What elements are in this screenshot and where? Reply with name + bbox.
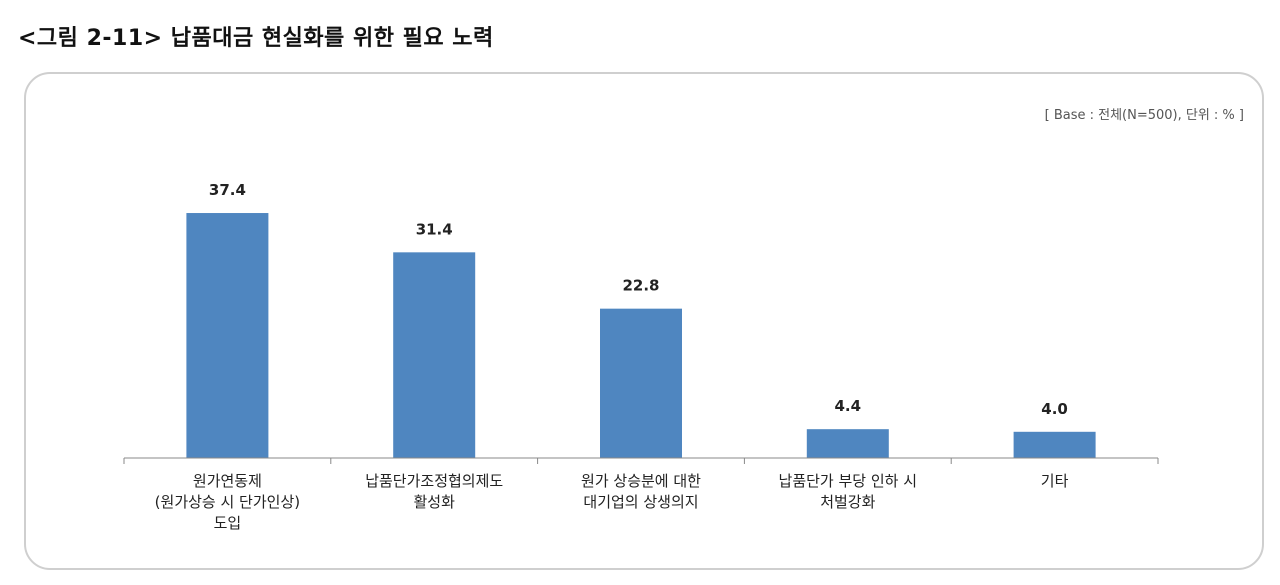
data-label: 4.0 xyxy=(1041,400,1068,418)
bar xyxy=(600,308,682,458)
data-label: 37.4 xyxy=(209,181,246,199)
data-label: 31.4 xyxy=(416,220,453,238)
data-label: 22.8 xyxy=(622,277,659,295)
data-label: 4.4 xyxy=(835,397,862,415)
category-label: 납품단가조정협의제도 xyxy=(365,472,503,490)
category-label: 대기업의 상생의지 xyxy=(583,493,698,511)
figure-title: <그림 2-11> 납품대금 현실화를 위한 필요 노력 xyxy=(18,26,494,51)
category-label: 처벌강화 xyxy=(820,493,875,511)
category-label: 활성화 xyxy=(413,493,455,511)
category-label: (원가상승 시 단가인상) xyxy=(155,493,300,511)
category-label: 기타 xyxy=(1041,472,1069,490)
category-label: 원가 상승분에 대한 xyxy=(581,472,701,490)
category-label: 원가연동제 xyxy=(193,472,262,490)
bar xyxy=(393,252,476,458)
category-label: 납품단가 부당 인하 시 xyxy=(779,472,918,490)
category-label: 도입 xyxy=(214,514,242,532)
bar xyxy=(806,429,889,458)
base-note: [ Base : 전체(N=500), 단위 : % ] xyxy=(1044,108,1244,123)
bar xyxy=(186,213,269,458)
bar xyxy=(1013,431,1096,458)
